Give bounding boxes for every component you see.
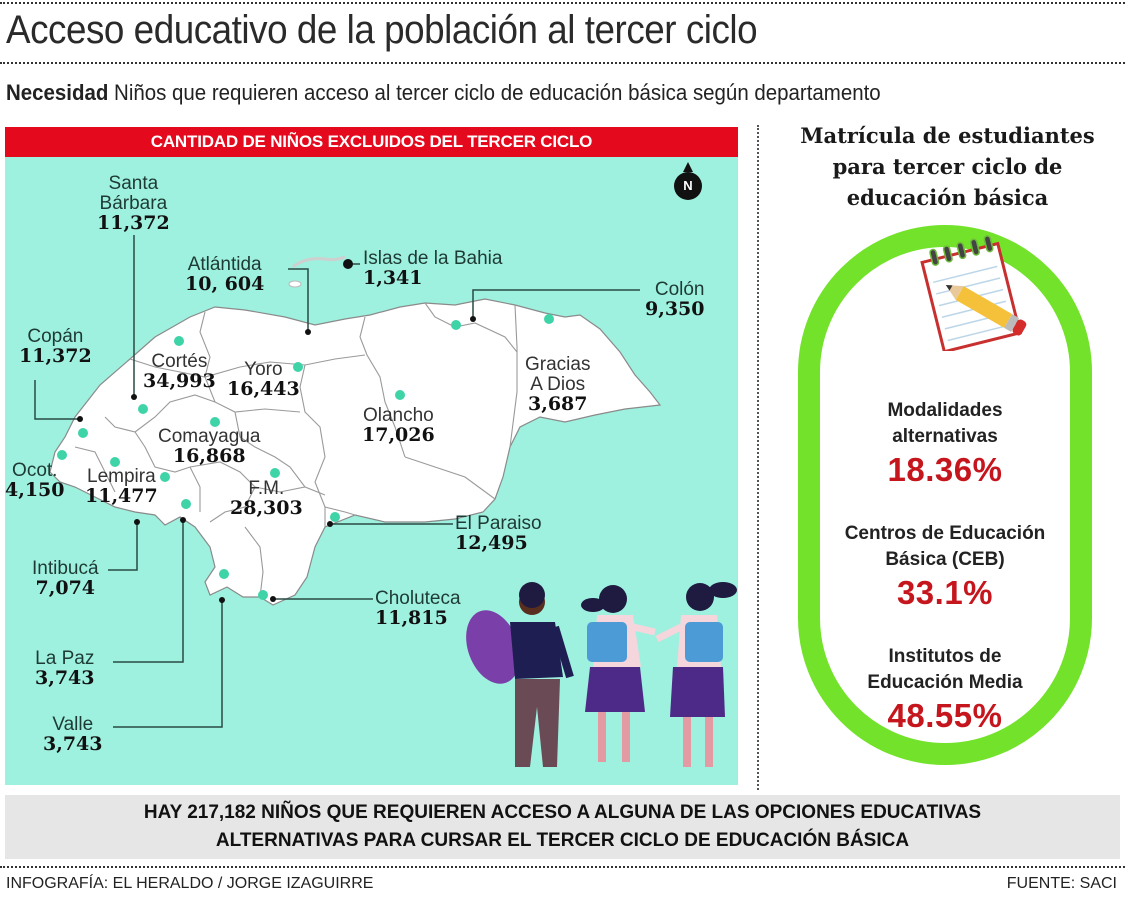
department-markers	[57, 314, 554, 600]
column-divider	[757, 125, 759, 790]
honduras-landmass	[49, 298, 662, 606]
label-choluteca: Choluteca 11,815	[375, 588, 461, 629]
credit-text: INFOGRAFÍA: EL HERALDO / JORGE IZAGUIRRE	[6, 875, 374, 892]
label-la-paz: La Paz 3,743	[35, 648, 95, 689]
enrollment-title: Matrícula de estudiantes para tercer cic…	[800, 123, 1095, 210]
footer-rule	[0, 866, 1125, 868]
notebook-pencil-icon	[920, 235, 1027, 351]
leader-endpoints	[77, 259, 476, 603]
title-rule	[0, 62, 1125, 64]
bay-islands	[292, 255, 346, 269]
label-el-paraiso: El Paraiso 12,495	[455, 513, 542, 554]
label-yoro: Yoro 16,443	[227, 359, 300, 400]
stat-modalidades-alternativas: Modalidades alternativas 18.36%	[798, 398, 1092, 490]
label-ocotepeque: Ocot. 4,150	[5, 460, 65, 501]
compass-arrow-icon	[683, 162, 693, 172]
stat-institutos-educacion-media: Institutos de Educación Media 48.55%	[798, 644, 1092, 736]
label-francisco-morazan: F.M. 28,303	[230, 478, 303, 519]
subtitle: Necesidad Niños que requieren acceso al …	[6, 80, 881, 106]
label-cortes: Cortés 34,993	[143, 351, 216, 392]
source-text: FUENTE: SACI	[1006, 875, 1117, 892]
subtitle-text: Niños que requieren acceso al tercer cic…	[114, 80, 881, 105]
stat-centros-educacion-basica: Centros de Educación Básica (CEB) 33.1%	[798, 521, 1092, 613]
department-borders	[74, 302, 518, 598]
percent-value: 18.36%	[887, 451, 1003, 488]
label-colon: Colón 9,350	[645, 279, 705, 320]
label-islas-de-la-bahia: Islas de la Bahia 1,341	[363, 248, 503, 289]
students-illustration	[466, 582, 737, 767]
label-valle: Valle 3,743	[43, 714, 103, 755]
map-panel: CANTIDAD DE NIÑOS EXCLUIDOS DEL TERCER C…	[5, 127, 738, 785]
label-santa-barbara: Santa Bárbara 11,372	[97, 173, 170, 234]
label-comayagua: Comayagua 16,868	[158, 426, 261, 467]
label-lempira: Lempira 11,477	[85, 466, 158, 507]
label-olancho: Olancho 17,026	[362, 405, 435, 446]
label-atlantida: Atlántida 10, 604	[185, 254, 265, 295]
summary-box: HAY 217,182 NIÑOS QUE REQUIEREN ACCESO A…	[5, 795, 1120, 859]
page-title: Acceso educativo de la población al terc…	[6, 8, 758, 52]
compass-north-icon: N	[674, 172, 702, 200]
label-intibuca: Intibucá 7,074	[32, 558, 99, 599]
subtitle-label: Necesidad	[6, 80, 109, 105]
label-gracias-a-dios: Gracias A Dios 3,687	[525, 354, 591, 415]
leader-lines	[34, 235, 640, 728]
top-rule	[0, 2, 1125, 4]
percent-value: 48.55%	[887, 697, 1003, 734]
honduras-map	[34, 235, 737, 767]
map-banner: CANTIDAD DE NIÑOS EXCLUIDOS DEL TERCER C…	[5, 127, 738, 157]
label-copan: Copán 11,372	[19, 326, 92, 367]
percent-value: 33.1%	[896, 574, 994, 611]
